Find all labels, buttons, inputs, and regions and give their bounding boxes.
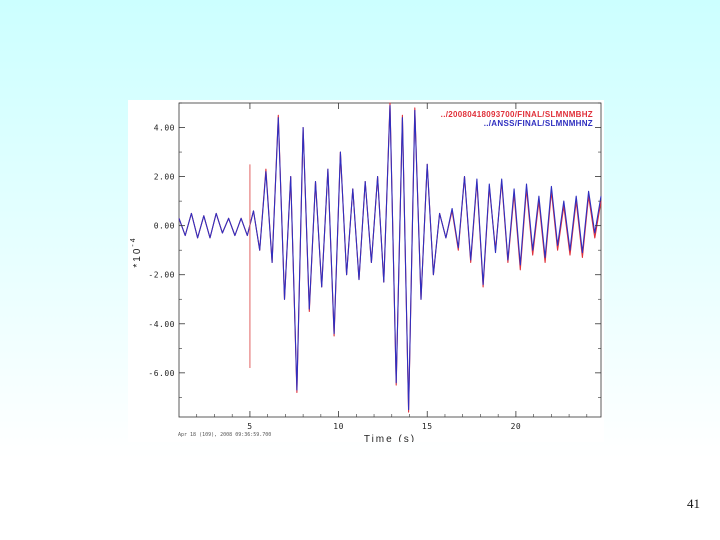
y-tick-label: -2.00 <box>148 271 175 280</box>
chart-footer: Apr 18 (109), 2008 09:36:59.700 <box>178 432 271 438</box>
x-tick-label: 5 <box>247 422 252 431</box>
y-tick-label: 2.00 <box>154 173 175 182</box>
y-axis-label: *10 <box>132 247 143 268</box>
legend-entry-1: ../ANSS/FINAL/SLMNMHNZ <box>484 119 593 128</box>
seismogram-chart: 4.00 2.00 0.00 -2.00 -4.00 -6.00 5 10 15 20 ../20… <box>130 102 602 442</box>
seismogram-figure: 4.00 2.00 0.00 -2.00 -4.00 -6.00 5 10 15 20 ../20… <box>128 100 604 442</box>
y-tick-label: 0.00 <box>154 222 175 231</box>
plot-frame <box>178 102 602 418</box>
x-tick-label: 10 <box>333 422 344 431</box>
x-tick-label: 20 <box>511 422 522 431</box>
y-axis-exponent: -4 <box>130 236 137 246</box>
y-tick-label: 4.00 <box>154 124 175 133</box>
y-axis-title: *10-4 <box>130 236 143 267</box>
x-axis-title: Time (s) <box>364 434 416 442</box>
y-tick-label: -6.00 <box>148 369 175 378</box>
slide-number: 41 <box>687 496 700 511</box>
svg-text:*10-4: *10-4 <box>130 236 143 267</box>
y-tick-label: -4.00 <box>148 320 175 329</box>
series-line-0 <box>178 102 602 413</box>
x-tick-label: 15 <box>422 422 433 431</box>
legend-entry-0: ../20080418093700/FINAL/SLMNMBHZ <box>441 110 593 119</box>
series-line-1 <box>178 104 602 411</box>
